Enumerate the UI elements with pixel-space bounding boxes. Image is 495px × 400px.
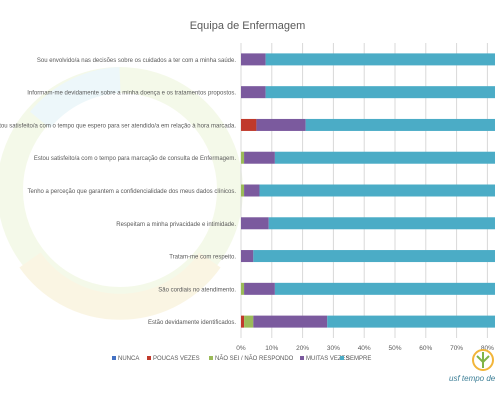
x-tick-label: 10% [265, 345, 278, 352]
bar-segment [241, 184, 245, 197]
x-tick-label: 30% [327, 345, 340, 352]
legend-swatch [209, 356, 213, 360]
legend-label: NUNCA [118, 356, 139, 362]
x-tick-label: 70% [450, 345, 463, 352]
bar-segment [265, 53, 495, 66]
legend-swatch [147, 356, 151, 360]
category-label: Estou satisfeito/a com o tempo que esper… [0, 123, 236, 129]
bar-segment [256, 118, 306, 131]
legend-swatch [340, 356, 344, 360]
usf-logo-icon [472, 349, 494, 371]
legend-swatch [112, 356, 116, 360]
legend-swatch [300, 356, 304, 360]
bar-segment [241, 250, 254, 263]
legend-label: MUITAS VEZES [306, 356, 350, 362]
bar-segment [265, 86, 495, 99]
category-label: Estão devidamente identificados. [148, 320, 236, 326]
logo-text: usf tempo de [449, 374, 495, 383]
x-tick-label: 20% [296, 345, 309, 352]
bar-segment [259, 184, 495, 197]
x-tick-label: 60% [419, 345, 432, 352]
x-tick-label: 80% [481, 345, 494, 352]
legend-label: NÃO SEI / NÃO RESPONDO [215, 355, 294, 362]
bar-segment [241, 217, 269, 230]
x-tick-label: 0% [236, 345, 246, 352]
chart-title: Equipa de Enfermagem [189, 20, 306, 32]
bar-segment [244, 151, 275, 164]
bar-segment [244, 315, 254, 328]
category-label: Sou envolvido/a nas decisões sobre os cu… [37, 58, 236, 64]
category-label: Informam-me devidamente sobre a minha do… [27, 91, 236, 97]
category-label: Respeitam a minha privacidade e intimida… [116, 222, 236, 228]
bar-segment [241, 118, 257, 131]
bar-segment [244, 282, 275, 295]
bar-segment [244, 184, 260, 197]
category-label: Tenho a perceção que garantem a confiden… [28, 189, 237, 195]
bar-segment [241, 282, 245, 295]
bar-segment [274, 282, 495, 295]
bar-segment [241, 315, 245, 328]
x-tick-label: 40% [358, 345, 371, 352]
legend-label: SEMPRE [346, 356, 371, 362]
x-tick-label: 50% [388, 345, 401, 352]
category-label: Estou satisfeito/a com o tempo para marc… [34, 156, 236, 162]
bar-segment [253, 250, 495, 263]
category-label: Tratam-me com respeito. [169, 255, 236, 261]
bar-segment [327, 315, 495, 328]
bar-segment [241, 86, 266, 99]
bar-segment [241, 151, 245, 164]
bar-segment [253, 315, 328, 328]
bar-segment [241, 53, 266, 66]
category-label: São cordiais no atendimento. [158, 287, 236, 293]
bar-segment [274, 151, 495, 164]
bar-segment [305, 118, 495, 131]
legend-label: POUCAS VEZES [153, 356, 200, 362]
bar-segment [268, 217, 495, 230]
